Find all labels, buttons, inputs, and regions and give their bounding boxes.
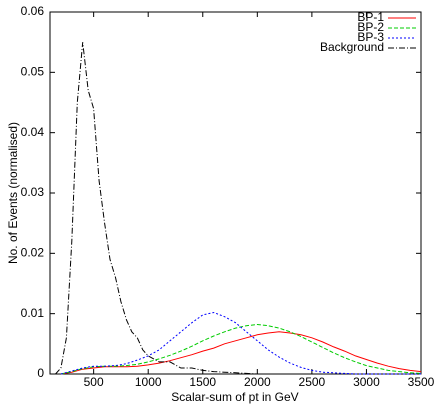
y-tick-label: 0.05 xyxy=(21,65,45,79)
legend-label: BP-3 xyxy=(357,30,384,44)
series-line xyxy=(60,331,422,375)
y-tick-label: 0 xyxy=(37,366,44,380)
y-tick-label: 0.04 xyxy=(21,125,45,139)
legend-label: BP-1 xyxy=(357,10,384,24)
series-line xyxy=(60,323,422,375)
plot-frame xyxy=(49,11,422,375)
x-tick-label: 3500 xyxy=(408,375,435,389)
y-tick-label: 0.06 xyxy=(21,4,45,18)
legend-label: Background xyxy=(320,40,384,54)
y-axis-label: No. of Events (normalised) xyxy=(6,122,20,264)
series-line xyxy=(55,42,258,375)
x-tick-label: 2500 xyxy=(299,375,326,389)
x-tick-label: 2000 xyxy=(244,375,271,389)
legend-label: BP-2 xyxy=(357,20,384,34)
y-tick-label: 0.02 xyxy=(21,246,45,260)
y-tick-label: 0.03 xyxy=(21,185,45,199)
series-line xyxy=(60,311,421,375)
x-tick-label: 500 xyxy=(84,375,104,389)
x-tick-label: 1000 xyxy=(135,375,162,389)
x-tick-label: 3000 xyxy=(353,375,380,389)
x-tick-label: 1500 xyxy=(189,375,216,389)
y-tick-label: 0.01 xyxy=(21,306,45,320)
x-axis-label: Scalar-sum of pt in GeV xyxy=(171,390,298,404)
